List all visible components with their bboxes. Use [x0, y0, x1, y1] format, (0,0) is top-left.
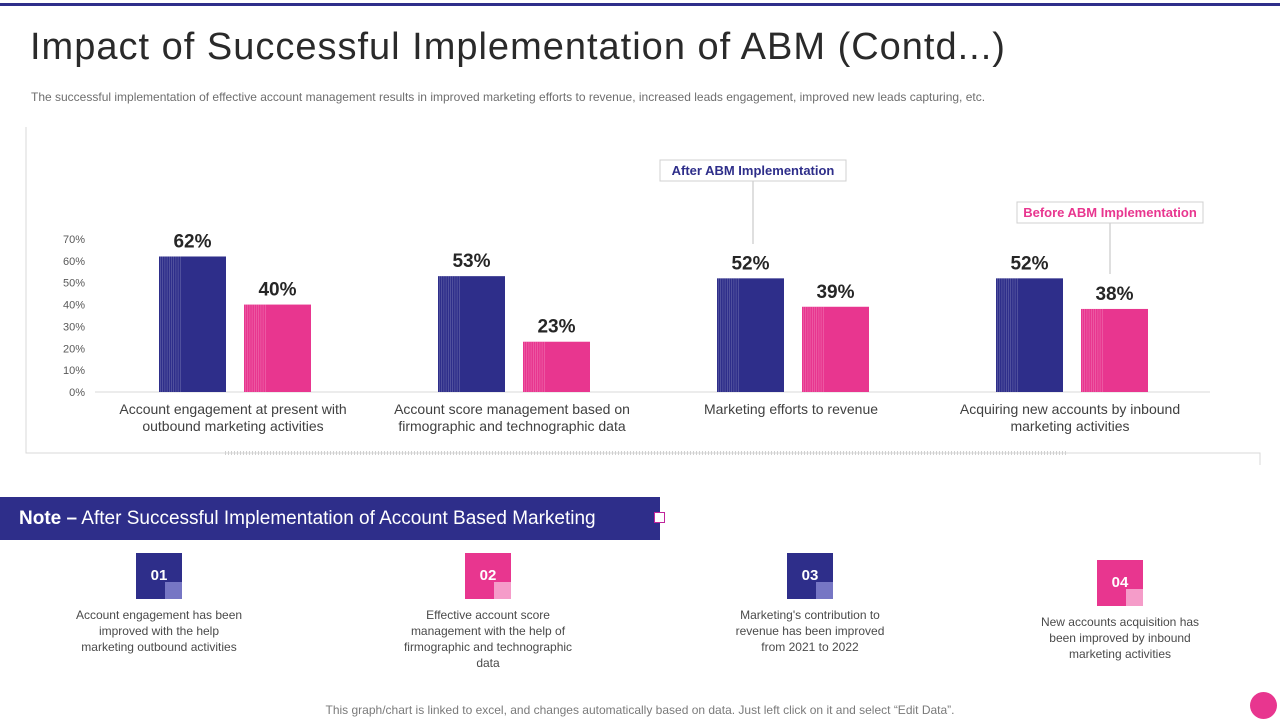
data-label: 52%	[731, 253, 769, 274]
y-tick-label: 20%	[63, 343, 85, 355]
legend-label-after: After ABM Implementation	[672, 163, 835, 178]
y-tick-label: 30%	[63, 321, 85, 333]
y-tick-label: 70%	[63, 234, 85, 246]
y-tick-label: 0%	[69, 387, 85, 399]
category-label: Account engagement at present with	[119, 401, 346, 417]
badge-corner	[494, 582, 511, 599]
step-text: New accounts acquisition has been improv…	[1040, 615, 1200, 661]
note-banner: Note – After Successful Implementation o…	[0, 497, 660, 540]
chart-frame	[25, 127, 1261, 465]
step-4: 04 New accounts acquisition has been imp…	[1035, 560, 1205, 662]
step-text: Effective account score management with …	[403, 608, 573, 670]
step-text: Marketing's contribution to revenue has …	[735, 608, 885, 654]
step-3: 03 Marketing's contribution to revenue h…	[725, 553, 895, 655]
bar-chart[interactable]: 0% 10% 20% 30% 40% 50% 60% 70% 62% 53% 52% 52% 40% 23…	[0, 120, 1280, 465]
data-label: 38%	[1095, 284, 1133, 305]
footer-note: This graph/chart is linked to excel, and…	[325, 703, 955, 717]
y-tick-label: 60%	[63, 256, 85, 268]
data-label: 52%	[1010, 253, 1048, 274]
category-label: Acquiring new accounts by inbound	[960, 401, 1180, 417]
category-label: outbound marketing activities	[142, 418, 323, 434]
bar-after-4	[996, 278, 1063, 392]
note-text: After Successful Implementation of Accou…	[77, 508, 596, 529]
data-label: 53%	[452, 251, 490, 272]
category-label: marketing activities	[1010, 418, 1129, 434]
data-label: 62%	[173, 231, 211, 252]
data-label: 39%	[816, 282, 854, 303]
step-2: 02 Effective account score management wi…	[403, 553, 573, 671]
category-label: Marketing efforts to revenue	[704, 401, 878, 417]
category-label: firmographic and technographic data	[398, 418, 625, 434]
bar-after-3	[717, 278, 784, 392]
decorative-dot	[1250, 692, 1277, 719]
note-marker-icon	[654, 512, 665, 523]
y-tick-label: 50%	[63, 278, 85, 290]
page-subtitle: The successful implementation of effecti…	[31, 90, 986, 104]
data-label: 23%	[537, 317, 575, 338]
category-label: Account score management based on	[394, 401, 630, 417]
bar-before-2	[523, 341, 590, 392]
badge-corner	[165, 582, 182, 599]
legend-label-before: Before ABM Implementation	[1023, 205, 1197, 220]
step-text: Account engagement has been improved wit…	[75, 608, 243, 654]
y-tick-label: 40%	[63, 300, 85, 312]
legend-box-after	[659, 159, 847, 182]
badge-corner	[816, 582, 833, 599]
bar-after-2	[438, 276, 505, 392]
data-label: 40%	[258, 280, 296, 301]
step-number-badge: 01	[136, 553, 182, 599]
bar-before-4	[1081, 308, 1148, 392]
top-rule	[0, 3, 1280, 6]
page-title: Impact of Successful Implementation of A…	[30, 26, 1006, 68]
step-number-badge: 02	[465, 553, 511, 599]
step-number-badge: 03	[787, 553, 833, 599]
step-number-badge: 04	[1097, 560, 1143, 606]
y-tick-label: 10%	[63, 365, 85, 377]
legend-box-before	[1016, 201, 1204, 224]
bar-before-3	[802, 306, 869, 392]
badge-corner	[1126, 589, 1143, 606]
bar-after-1	[159, 256, 226, 392]
bar-before-1	[244, 304, 311, 392]
step-1: 01 Account engagement has been improved …	[74, 553, 244, 655]
note-prefix: Note –	[19, 508, 78, 529]
